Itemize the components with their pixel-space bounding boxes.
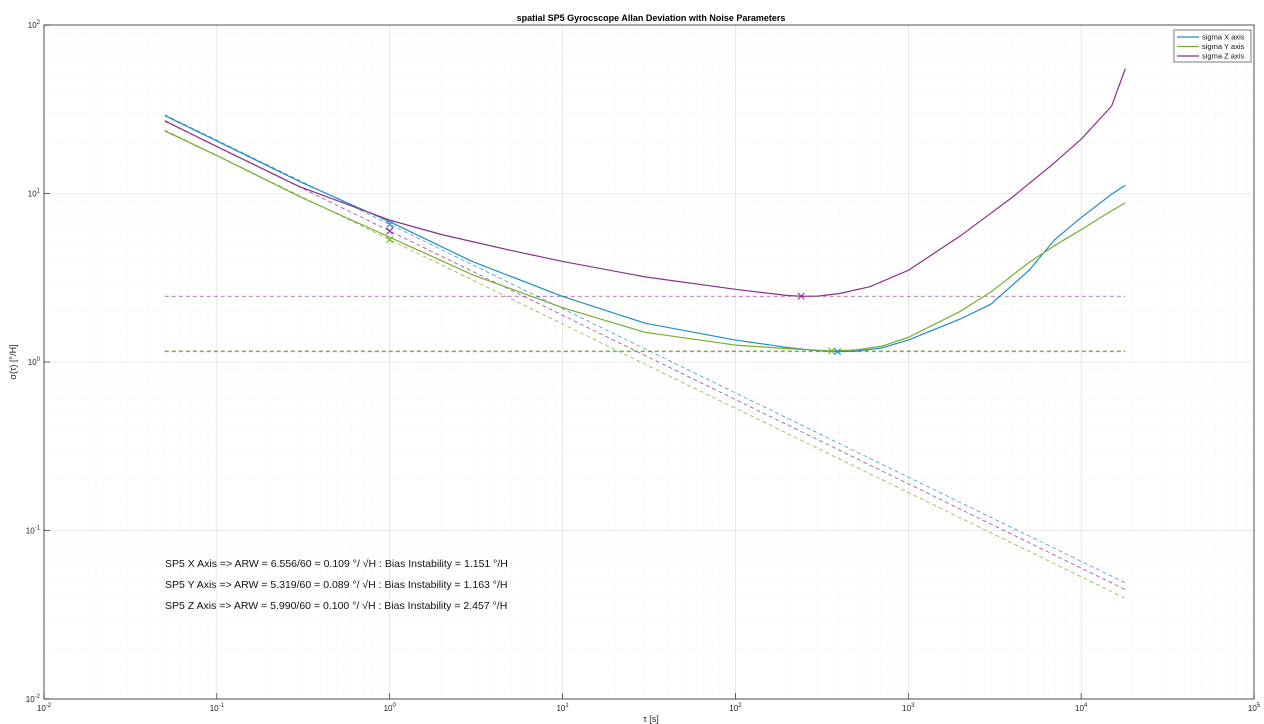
x-tick-label: 103 [902, 703, 915, 713]
point-marker [386, 220, 394, 228]
annotation-x-axis: SP5 X Axis => ARW = 6.556/60 = 0.109 °/ … [165, 558, 508, 570]
point-marker [386, 236, 394, 244]
reference-line-arw [164, 121, 1126, 590]
y-axis-label: σ(τ) [°/H] [8, 344, 18, 379]
noise-parameter-annotations: SP5 X Axis => ARW = 6.556/60 = 0.109 °/ … [165, 558, 508, 612]
x-tick-label: 104 [1075, 703, 1088, 713]
legend: sigma X axis sigma Y axis sigma Z axis [1173, 29, 1252, 63]
x-tick-label: 102 [729, 703, 742, 713]
point-marker [797, 292, 805, 300]
chart-title: spatial SP5 Gyrocscope Allan Deviation w… [517, 13, 786, 23]
grid-lines [43, 25, 1254, 700]
axis-ticks: 10-2 10-1 100 101 102 103 104 105 10-2 10-1 100 101… [26, 20, 1261, 713]
y-tick-label: 10-1 [26, 526, 41, 536]
annotation-z-axis: SP5 Z Axis => ARW = 5.990/60 = 0.100 °/ … [165, 600, 507, 612]
point-marker [828, 347, 836, 355]
point-marker [386, 227, 394, 235]
x-tick-label: 101 [556, 703, 569, 713]
y-tick-label: 102 [28, 20, 41, 30]
x-tick-label: 10-2 [37, 703, 52, 713]
legend-label-y: sigma Y axis [1202, 42, 1244, 51]
y-tick-label: 100 [28, 357, 41, 367]
markers [386, 220, 842, 356]
series-line-y [164, 130, 1126, 352]
y-tick-label: 101 [28, 189, 41, 199]
y-tick-label: 10-2 [26, 694, 41, 704]
annotation-y-axis: SP5 Y Axis => ARW = 5.319/60 = 0.089 °/ … [165, 579, 508, 591]
point-marker [834, 348, 842, 356]
series-lines [164, 68, 1126, 353]
x-axis-label: τ [s] [643, 714, 659, 724]
x-tick-label: 105 [1248, 703, 1261, 713]
legend-label-x: sigma X axis [1202, 33, 1245, 42]
x-tick-label: 100 [384, 703, 397, 713]
x-tick-label: 10-1 [210, 703, 225, 713]
legend-label-z: sigma Z axis [1202, 52, 1244, 61]
